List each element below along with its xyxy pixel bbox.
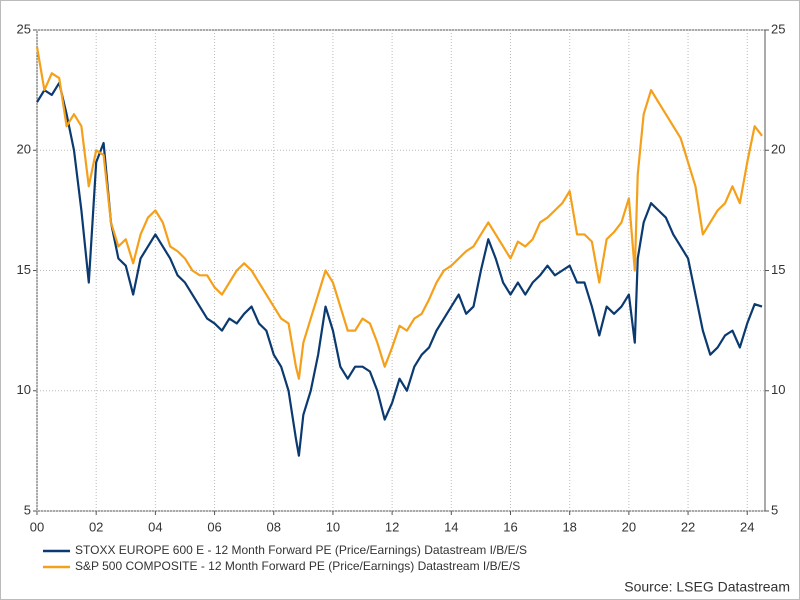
x-tick-label: 20 [622, 519, 636, 534]
legend: STOXX EUROPE 600 E - 12 Month Forward PE… [43, 543, 527, 573]
y2-tick-label: 5 [771, 502, 778, 517]
x-tick-label: 10 [326, 519, 340, 534]
legend-label: STOXX EUROPE 600 E - 12 Month Forward PE… [75, 543, 527, 557]
x-tick-label: 18 [562, 519, 576, 534]
x-tick-label: 16 [503, 519, 517, 534]
y-tick-label: 20 [17, 142, 31, 157]
y2-tick-label: 20 [771, 142, 785, 157]
y-tick-label: 25 [17, 21, 31, 36]
y2-tick-label: 10 [771, 382, 785, 397]
y-tick-label: 15 [17, 262, 31, 277]
source-note: Source: LSEG Datastream [624, 579, 790, 595]
series-line [35, 46, 763, 380]
x-tick-label: 12 [385, 519, 399, 534]
legend-label: S&P 500 COMPOSITE - 12 Month Forward PE … [75, 559, 520, 573]
y2-tick-label: 15 [771, 262, 785, 277]
x-tick-label: 06 [207, 519, 221, 534]
x-tick-label: 04 [148, 519, 162, 534]
y-tick-label: 5 [24, 502, 31, 517]
x-tick-label: 22 [681, 519, 695, 534]
x-tick-label: 08 [267, 519, 281, 534]
x-tick-label: 14 [444, 519, 458, 534]
x-tick-label: 02 [89, 519, 103, 534]
x-tick-label: 00 [30, 519, 44, 534]
y-tick-label: 10 [17, 382, 31, 397]
series-line [36, 81, 763, 457]
x-tick-label: 24 [740, 519, 754, 534]
y2-tick-label: 25 [771, 21, 785, 36]
